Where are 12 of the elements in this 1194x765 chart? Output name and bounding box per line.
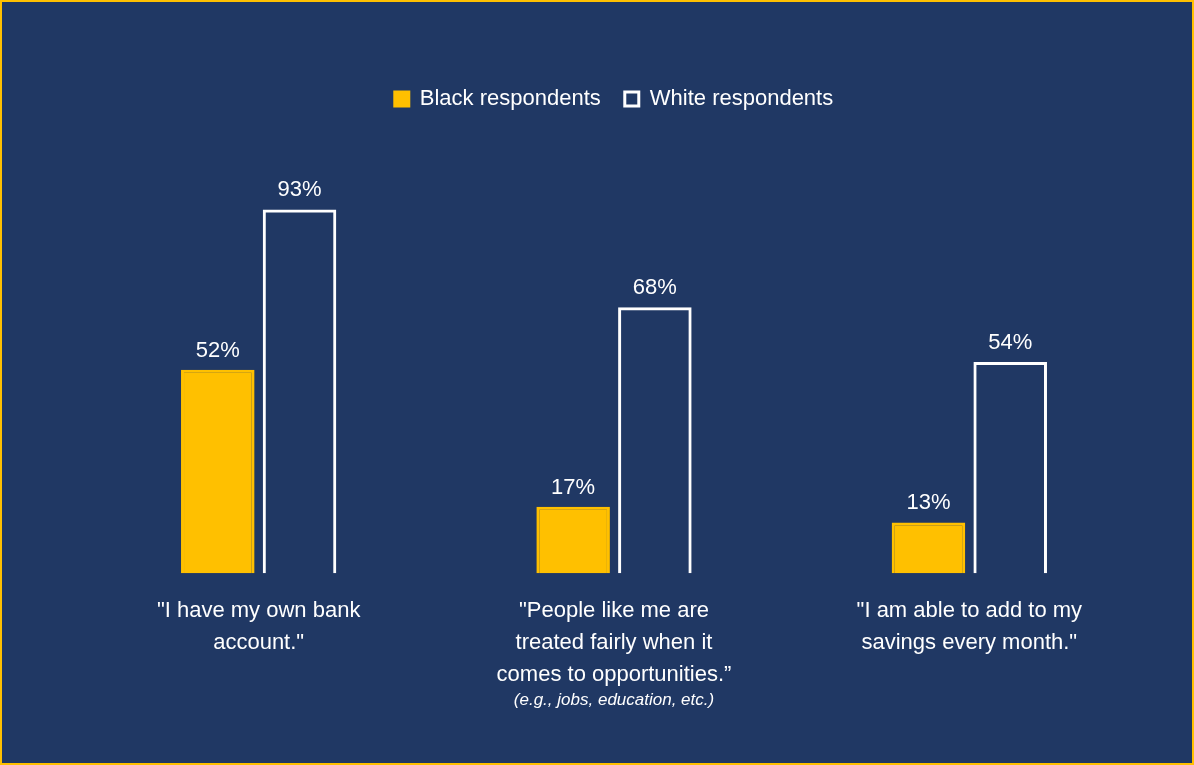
legend-label: White respondents [649,85,834,111]
data-label: 13% [906,489,951,515]
x-tick-label: "I am able to add to my savings every month." [856,597,1083,655]
data-label: 52% [195,336,240,362]
data-label: 68% [632,274,677,300]
text: (e.g., jobs, education, etc.) [513,689,715,709]
data-label: 54% [988,329,1033,355]
x-tick-label: "I have my own bank account." [156,597,362,655]
x-tick-label: "People like me are treated fairly when it comes to opportunities.” [496,597,732,687]
data-label: 17% [551,473,596,499]
legend-label: Black respondents [419,85,601,111]
data-label: 93% [277,176,322,202]
